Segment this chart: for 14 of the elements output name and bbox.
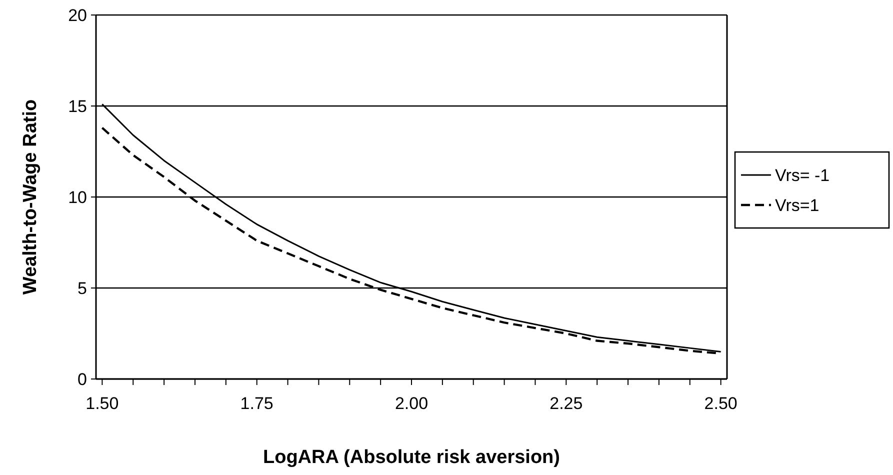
y-tick-label: 15 [68, 96, 87, 116]
y-tick-label: 20 [68, 6, 87, 25]
legend-label: Vrs= -1 [775, 166, 830, 185]
x-tick-label: 2.50 [704, 394, 738, 413]
y-tick-label: 5 [78, 278, 87, 298]
y-tick-label: 0 [78, 370, 87, 389]
x-tick-label: 2.25 [550, 394, 583, 413]
x-tick-label: 1.50 [86, 394, 119, 413]
legend-label: Vrs=1 [775, 196, 820, 215]
y-axis-title: Wealth-to-Wage Ratio [20, 99, 41, 295]
x-tick-label: 1.75 [240, 394, 274, 413]
x-axis-title: LogARA (Absolute risk aversion) [262, 447, 560, 468]
x-tick-label: 2.00 [394, 394, 428, 413]
y-tick-label: 10 [68, 188, 87, 207]
